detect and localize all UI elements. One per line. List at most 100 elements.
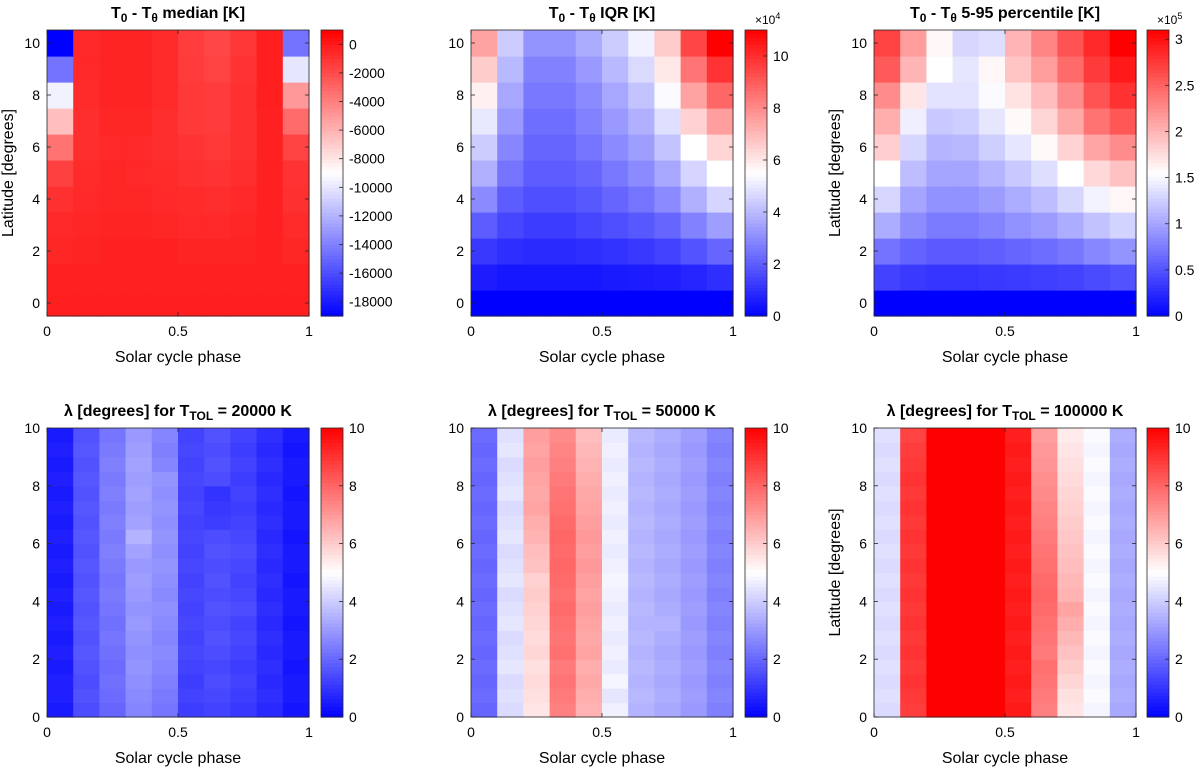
heatmap-cell [680, 160, 708, 187]
heatmap-cell [1005, 529, 1032, 545]
heatmap-cell [654, 558, 682, 574]
colorbar-segment [321, 456, 343, 462]
heatmap-cell [125, 290, 153, 317]
colorbar-segment [1147, 269, 1169, 274]
heatmap-cell [230, 514, 258, 530]
heatmap-cell [125, 500, 153, 516]
colorbar-segment [321, 162, 343, 167]
heatmap-cell [549, 134, 577, 161]
heatmap-cell [874, 428, 901, 444]
heatmap-cell [575, 290, 603, 317]
colorbar-segment [1147, 190, 1169, 196]
heatmap-cell [47, 572, 74, 588]
heatmap-cell [978, 601, 1006, 617]
heatmap-cell [926, 615, 954, 631]
colorbar-segment [321, 108, 343, 113]
heatmap-cell [256, 108, 284, 135]
colorbar-segment [321, 586, 343, 592]
heatmap-cell [256, 673, 284, 689]
heatmap-cell [73, 56, 100, 83]
heatmap-cell [178, 290, 205, 317]
heatmap-cell [680, 108, 708, 135]
colorbar-segment [1147, 58, 1169, 63]
heatmap-cell [654, 186, 682, 213]
colorbar-segment [745, 255, 767, 260]
heatmap-cell [256, 529, 284, 545]
heatmap-cell [256, 238, 284, 265]
heatmap-cell [680, 673, 708, 689]
heatmap-cell [654, 238, 682, 265]
heatmap-cell [471, 428, 498, 444]
colorbar-segment [321, 290, 343, 296]
colorbar-segment [1147, 565, 1169, 570]
heatmap-cell [230, 186, 258, 213]
colorbar-segment [321, 187, 343, 192]
colorbar-segment [1147, 215, 1169, 221]
colorbar-segment [745, 670, 767, 675]
heatmap-cell [471, 514, 498, 530]
heatmap-cell [706, 572, 734, 588]
heatmap-cell [282, 56, 310, 83]
y-tick-label: 4 [456, 593, 464, 609]
colorbar-segment [1147, 280, 1169, 285]
heatmap-cell [73, 702, 100, 718]
heatmap-cell [602, 160, 629, 187]
heatmap-cell [151, 30, 179, 57]
colorbar-segment [1147, 69, 1169, 74]
heatmap-cell [952, 514, 980, 530]
heatmap-cell [1109, 485, 1137, 501]
colorbar-segment [321, 62, 343, 67]
colorbar-segment [321, 583, 343, 588]
heatmap-cell [204, 186, 231, 213]
colorbar-segment [745, 449, 767, 454]
heatmap-cell [1083, 688, 1111, 704]
heatmap-cell [471, 30, 498, 57]
colorbar-segment [321, 122, 343, 128]
colorbar-segment [1147, 659, 1169, 664]
heatmap-cell [1057, 659, 1085, 675]
heatmap-cell [654, 471, 682, 487]
heatmap-cell [1109, 615, 1137, 631]
heatmap-cell [497, 500, 524, 516]
heatmap-cell [706, 108, 734, 135]
colorbar-segment [745, 130, 767, 135]
heatmap-cell [874, 108, 901, 135]
colorbar-segment [321, 460, 343, 465]
heatmap-cell [471, 586, 498, 602]
colorbar-segment [745, 251, 767, 256]
heatmap-cell [706, 688, 734, 704]
heatmap-cell [497, 659, 524, 675]
heatmap-cell [575, 673, 603, 689]
heatmap-cell [256, 30, 284, 57]
y-tick-label: 2 [456, 651, 464, 667]
heatmap-cell [926, 500, 954, 516]
colorbar-segment [321, 251, 343, 256]
heatmap-cell [654, 160, 682, 187]
x-tick-label: 1 [729, 724, 737, 740]
colorbar-segment [1147, 677, 1169, 682]
heatmap-cell [1057, 428, 1085, 444]
heatmap-cell [282, 456, 310, 472]
colorbar-segment [1147, 90, 1169, 95]
colorbar-tick-label: 10 [773, 420, 789, 436]
colorbar-segment [745, 312, 767, 317]
heatmap-cell [874, 56, 901, 83]
colorbar-segment [321, 155, 343, 160]
heatmap-cell [1031, 428, 1058, 444]
heatmap-cell [900, 586, 927, 602]
colorbar-segment [745, 269, 767, 274]
heatmap-cell [230, 82, 258, 109]
y-tick-label: 2 [32, 243, 40, 259]
y-tick-label: 0 [456, 709, 464, 725]
y-tick-label: 10 [448, 420, 464, 436]
heatmap-cell [523, 134, 551, 161]
x-axis-label: Solar cycle phase [539, 349, 665, 366]
colorbar-segment [1147, 460, 1169, 465]
colorbar-tick-label: 2 [1175, 123, 1183, 139]
heatmap-cell [952, 290, 980, 317]
heatmap-cell [151, 644, 179, 660]
heatmap-cell [628, 485, 655, 501]
heatmap-cell [99, 56, 127, 83]
heatmap-cell [654, 500, 682, 516]
